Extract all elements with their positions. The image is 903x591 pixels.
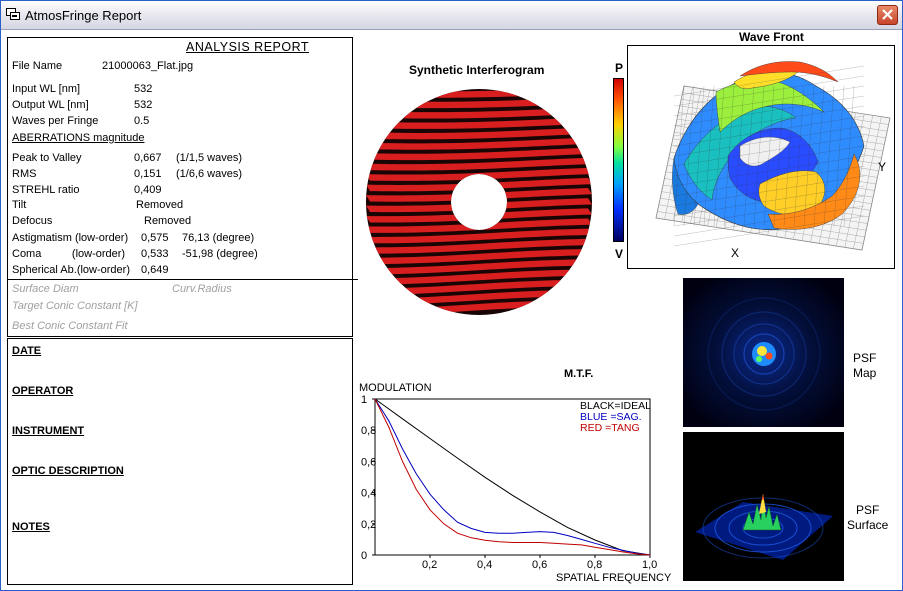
y-tick-label: 0,2 — [361, 519, 376, 531]
output-wl-value: 532 — [134, 99, 153, 111]
x-tick-label: 0,6 — [532, 559, 547, 571]
interferogram-title: Synthetic Interferogram — [409, 63, 545, 77]
fringe-band — [366, 137, 592, 150]
mtf-legend-entry: BLACK=IDEAL — [580, 400, 651, 412]
defocus-value: Removed — [144, 215, 192, 227]
astigmatism-value: 0,575 — [141, 232, 169, 244]
fringe-band — [366, 107, 592, 119]
mtf-ideal-line — [374, 398, 651, 556]
mtf-legend-entry: BLUE =SAG. — [580, 411, 642, 423]
psf-surface — [683, 432, 844, 581]
astigmatism-label: Astigmatism (low-order) — [12, 232, 129, 244]
waves-per-fringe-label: Waves per Fringe — [12, 115, 99, 127]
curv-radius-label: Curv.Radius — [172, 283, 232, 295]
file-name-label: File Name — [12, 60, 63, 72]
y-tick-label: 1 — [361, 394, 367, 406]
input-wl-value: 532 — [134, 83, 153, 95]
waves-per-fringe-value: 0.5 — [134, 115, 150, 127]
y-tick-label: 0,4 — [361, 488, 376, 500]
mtf-title: M.T.F. — [564, 368, 594, 380]
file-name-value: 21000063_Flat.jpg — [102, 60, 194, 72]
coma-label: Coma (low-order) — [12, 248, 126, 260]
date-label: DATE — [12, 345, 42, 357]
colorbar — [613, 78, 624, 242]
wavefront-plot: X Y — [655, 61, 891, 260]
aberrations-heading: ABERRATIONS magnitude — [12, 132, 145, 144]
psf-map — [683, 278, 844, 427]
rms-value: 0,151 — [134, 168, 162, 180]
psf-surface-label: PSF Surface — [847, 503, 889, 532]
optic-description-label: OPTIC DESCRIPTION — [12, 465, 124, 477]
operator-label: OPERATOR — [12, 385, 74, 397]
x-tick-label: 1,0 — [642, 559, 657, 571]
mtf-xlabel: SPATIAL FREQUENCY — [556, 572, 672, 584]
fringe-band — [366, 147, 592, 161]
spherical-label: Spherical Ab.(low-order) — [12, 264, 130, 276]
strehl-label: STREHL ratio — [12, 184, 80, 196]
rms-waves: (1/6,6 waves) — [176, 168, 243, 180]
defocus-label: Defocus — [12, 215, 53, 227]
mtf-plot-frame — [374, 398, 651, 556]
strehl-value: 0,409 — [134, 184, 162, 196]
mtf-tangential-line — [374, 398, 651, 556]
mtf-ylabel: MODULATION — [359, 382, 432, 394]
mtf-legend-entry: RED =TANG — [580, 422, 640, 434]
x-tick-label: 0,2 — [422, 559, 437, 571]
synthetic-interferogram — [366, 89, 592, 315]
best-conic-label: Best Conic Constant Fit — [12, 320, 128, 332]
coma-value: 0,533 — [141, 248, 169, 260]
fringe-band — [366, 259, 592, 275]
target-conic-label: Target Conic Constant [K] — [12, 300, 138, 312]
y-tick-label: 0,6 — [361, 456, 376, 468]
notes-label: NOTES — [12, 521, 50, 533]
fringe-band — [366, 269, 592, 285]
x-tick-label: 0,4 — [477, 559, 492, 571]
psf-map-label: PSF Map — [853, 351, 877, 380]
fringe-band — [366, 157, 592, 171]
spherical-value: 0,649 — [141, 264, 169, 276]
mtf-sagittal-line — [374, 398, 651, 556]
title-bar[interactable]: AtmosFringe Report — [1, 1, 902, 30]
rms-label: RMS — [12, 168, 37, 180]
fringe-band — [366, 127, 592, 140]
info-panel: DATE OPERATOR INSTRUMENT OPTIC DESCRIPTI… — [7, 338, 353, 585]
app-icon — [6, 8, 20, 20]
surface-diam-label: Surface Diam — [12, 283, 79, 295]
instrument-label: INSTRUMENT — [12, 425, 85, 437]
colorbar-bottom-label: V — [615, 247, 624, 261]
report-heading: ANALYSIS REPORT — [186, 40, 310, 54]
colorbar-top-label: P — [615, 61, 624, 75]
close-icon — [882, 9, 893, 20]
wavefront-x-label: X — [731, 246, 739, 260]
wavefront-panel: X Y — [627, 45, 895, 269]
fringe-band — [366, 117, 592, 129]
input-wl-label: Input WL [nm] — [12, 83, 81, 95]
y-tick-label: 0 — [361, 550, 367, 562]
coma-angle: -51,98 (degree) — [182, 248, 258, 260]
x-tick-label: 0,8 — [587, 559, 602, 571]
y-tick-label: 0,8 — [361, 425, 376, 437]
report-divider — [8, 279, 358, 280]
analysis-report-panel: ANALYSIS REPORT File Name 21000063_Flat.… — [7, 37, 358, 337]
fringe-band — [366, 279, 592, 296]
ptv-waves: (1/1,5 waves) — [176, 152, 243, 164]
wavefront-title: Wave Front — [739, 30, 804, 44]
wavefront-y-label: Y — [878, 160, 886, 174]
tilt-label: Tilt — [12, 199, 27, 211]
output-wl-label: Output WL [nm] — [12, 99, 89, 111]
close-button[interactable] — [877, 5, 898, 25]
fringe-band — [366, 238, 592, 254]
ptv-value: 0,667 — [134, 152, 162, 164]
window-title: AtmosFringe Report — [25, 8, 142, 23]
fringe-band — [366, 249, 592, 265]
astigmatism-angle: 76,13 (degree) — [182, 232, 255, 244]
fringe-band — [366, 228, 592, 244]
tilt-value: Removed — [136, 199, 184, 211]
ptv-label: Peak to Valley — [12, 152, 82, 164]
mtf-chart: 0 0,2 0,4 0,6 0,8 1 0,2 0,4 0,6 0,8 1,0 BLACK=IDEAL… — [361, 394, 672, 584]
